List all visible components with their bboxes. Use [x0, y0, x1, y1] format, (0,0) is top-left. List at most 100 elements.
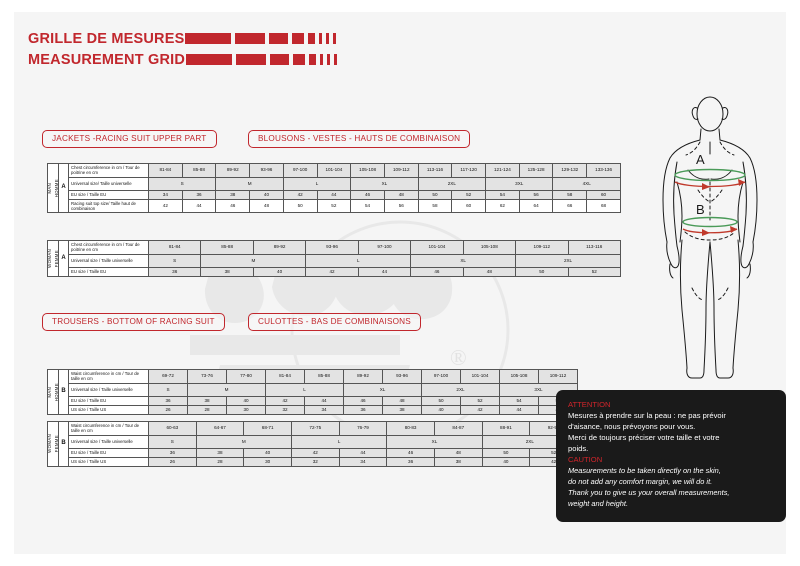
page-frame-left: [0, 0, 14, 566]
value-cell: 40: [252, 266, 307, 277]
value-cell: 46: [386, 447, 435, 458]
value-cell: 97-100: [357, 240, 412, 255]
value-cell: 81-84: [148, 163, 183, 178]
gender-label-cell: MAN HOMME: [46, 369, 59, 415]
value-cell: 93-96: [305, 240, 359, 255]
row-label: Universal size / Taille universelle: [68, 434, 149, 449]
size-span-cell: L: [265, 382, 344, 397]
table-row: EU size / Taille EU 36 38 40 42 44 46 48 50 52: [48, 447, 578, 458]
table-trousers-man: MAN HOMME B Waist circumference in cm / Tou…: [47, 369, 578, 415]
value-cell: 34: [304, 404, 344, 415]
attention-fr-line2: d'aisance, nous prévoyons pour vous.: [568, 422, 696, 431]
gender-label-cell: WOMAN FEMME: [46, 240, 59, 277]
value-cell: 89-92: [343, 369, 383, 384]
value-cell: 85-88: [304, 369, 344, 384]
size-span-cell: S: [147, 253, 202, 268]
table-row: WOMAN FEMME B Waist circumference in cm / T…: [47, 421, 578, 467]
row-label: Universal size / Taille universelle: [68, 382, 149, 397]
table-row: MAN HOMME A Chest circumference in cm / Tou…: [47, 162, 621, 214]
value-cell: 72-75: [290, 421, 340, 436]
value-cell: 68-71: [243, 421, 292, 436]
value-cell: 38: [200, 266, 254, 277]
value-cell: 105-108: [462, 240, 517, 255]
value-cell: 109-112: [538, 369, 578, 384]
value-cell: 77-80: [226, 369, 266, 384]
value-cell: 30: [226, 404, 266, 415]
header-bars-fr: [185, 33, 340, 45]
value-cell: 60: [451, 198, 487, 214]
row-label: EU size / Taille EU: [68, 395, 149, 406]
value-cell: 81-84: [265, 369, 305, 384]
value-cell: 60: [586, 189, 621, 200]
value-cell: 50: [481, 447, 531, 458]
value-cell: 30: [243, 456, 292, 467]
table-row: Racing suit top size/ Taille haut de com…: [48, 198, 621, 214]
attention-en-line4: weight and height.: [568, 499, 628, 509]
size-span-cell: XL: [343, 382, 422, 397]
measure-letter-cell: B: [58, 421, 69, 467]
attention-fr-line1: Mesures à prendre sur la peau : ne pas p…: [568, 411, 726, 420]
attention-en-line3: Thank you to give us your overall measur…: [568, 488, 730, 498]
value-cell: 38: [187, 395, 227, 406]
figure-mark-b: B: [696, 202, 705, 217]
value-cell: 44: [499, 404, 539, 415]
measure-letter-cell: A: [58, 240, 69, 277]
gender-label-en: MAN: [46, 182, 52, 194]
attention-en-line1: Measurements to be taken directly on the…: [568, 466, 721, 475]
attention-title-en: CAUTION: [568, 455, 603, 464]
page-frame-top: [0, 0, 800, 12]
value-cell: 52: [567, 266, 621, 277]
value-cell: 48: [433, 447, 483, 458]
header-line-fr: GRILLE DE MESURES: [28, 28, 341, 49]
table-row: US size / Taille US262830323436384042444…: [48, 404, 578, 415]
row-label: Chest circumference in cm / Tour de poit…: [68, 163, 149, 178]
table-row: EU size / Taille EU 36 38 40 42 44 46 48 50 52: [48, 266, 621, 277]
figure-mark-a: A: [696, 152, 705, 167]
value-cell: 38: [195, 447, 245, 458]
table-row: MAN HOMME B Waist circumference in cm / Tou…: [47, 369, 578, 415]
value-cell: 40: [481, 456, 531, 467]
value-cell: 84-87: [433, 421, 483, 436]
row-label: EU size / Taille EU: [68, 189, 149, 200]
value-cell: 38: [382, 404, 422, 415]
value-cell: 52: [316, 198, 352, 214]
svg-text:®: ®: [450, 345, 467, 370]
value-cell: 62: [485, 198, 520, 214]
gender-label-en: WOMAN: [46, 248, 52, 268]
value-cell: 117-120: [451, 163, 487, 178]
value-cell: 34: [148, 189, 183, 200]
section-badge-culottes: CULOTTES - BAS DE COMBINAISONS: [248, 313, 421, 332]
value-cell: 101-104: [316, 163, 352, 178]
value-cell: 40: [243, 447, 292, 458]
value-cell: 64: [518, 198, 554, 214]
value-cell: 36: [148, 447, 197, 458]
value-cell: 46: [343, 395, 383, 406]
value-cell: 121-124: [485, 163, 520, 178]
value-cell: 36: [148, 395, 188, 406]
body-measurement-figure: A B: [662, 96, 758, 379]
gender-label-en: WOMAN: [46, 434, 52, 454]
value-cell: 40: [226, 395, 266, 406]
title-en: MEASUREMENT GRID: [28, 51, 186, 68]
value-cell: 40: [249, 189, 284, 200]
value-cell: 50: [417, 189, 453, 200]
title-fr: GRILLE DE MESURES: [28, 30, 185, 47]
section-badge-blousons: BLOUSONS - VESTES - HAUTS DE COMBINAISON: [248, 130, 471, 149]
gender-label-en: MAN: [46, 386, 52, 398]
value-cell: 129-132: [552, 163, 588, 178]
value-cell: 113-116: [417, 163, 453, 178]
value-cell: 56: [383, 198, 419, 214]
row-label: Universal size/ Taille universelle: [68, 176, 149, 191]
gender-label-fr: FEMME: [54, 435, 59, 453]
value-cell: 38: [215, 189, 251, 200]
value-cell: 42: [265, 395, 305, 406]
value-cell: 36: [181, 189, 217, 200]
size-span-cell: S: [148, 434, 197, 449]
value-cell: 81-84: [147, 240, 202, 255]
size-span-cell: 2XL: [417, 176, 487, 191]
attention-caution-box: ATTENTION Mesures à prendre sur la peau …: [556, 390, 786, 522]
value-cell: 28: [195, 456, 245, 467]
attention-title-fr: ATTENTION: [568, 400, 611, 409]
row-label: Chest circumference in cm / Tour de poit…: [68, 240, 149, 255]
value-cell: 26: [148, 404, 188, 415]
